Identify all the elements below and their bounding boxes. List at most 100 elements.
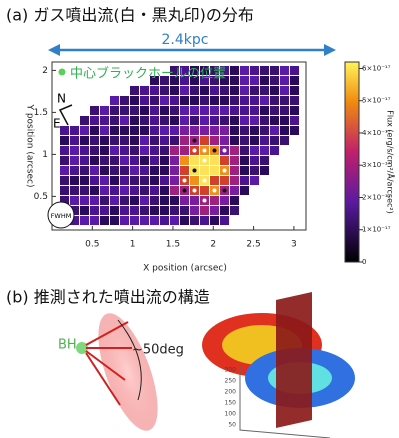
figure: (a) ガス噴出流(白・黒丸印)の分布 2.4kpc 中心ブラックホールの位置 … bbox=[0, 0, 399, 438]
heat-cell bbox=[170, 156, 179, 165]
colorbar-tick-label: 3×10⁻¹⁷ bbox=[362, 161, 391, 169]
heat-cell bbox=[290, 86, 299, 95]
model-tick-label: 250 bbox=[225, 378, 237, 385]
heat-cell bbox=[190, 116, 199, 125]
heat-cell bbox=[90, 166, 99, 175]
heat-cell bbox=[250, 126, 259, 135]
x-tick-label: 0.5 bbox=[85, 240, 99, 250]
heat-cell bbox=[180, 116, 189, 125]
heat-cell bbox=[250, 146, 259, 155]
heat-cell bbox=[230, 196, 239, 205]
outflow-dot bbox=[223, 189, 227, 193]
heat-cell bbox=[60, 186, 69, 195]
heat-cell bbox=[60, 176, 69, 185]
heat-cell bbox=[260, 76, 269, 85]
heat-cell bbox=[170, 206, 179, 215]
heat-cell bbox=[110, 126, 119, 135]
heat-cell bbox=[240, 186, 249, 195]
model-plane bbox=[276, 292, 312, 428]
heat-cell bbox=[150, 146, 159, 155]
heat-cell bbox=[270, 76, 279, 85]
heat-cell bbox=[110, 136, 119, 145]
heat-cell bbox=[220, 176, 229, 185]
x-tick-label: 2.5 bbox=[246, 240, 260, 250]
heat-cell bbox=[180, 126, 189, 135]
heat-cell bbox=[120, 106, 129, 115]
heat-cell bbox=[260, 106, 269, 115]
heat-cell bbox=[260, 166, 269, 175]
heat-cell bbox=[290, 66, 299, 75]
heat-cell bbox=[110, 186, 119, 195]
heat-cell bbox=[250, 116, 259, 125]
heat-cell bbox=[280, 116, 289, 125]
heat-cell bbox=[120, 216, 129, 225]
heat-cell bbox=[160, 146, 169, 155]
heat-cell bbox=[120, 166, 129, 175]
heat-cell bbox=[280, 136, 289, 145]
outflow-dot bbox=[203, 149, 207, 153]
heat-cell bbox=[80, 206, 89, 215]
heat-cell bbox=[190, 216, 199, 225]
heat-cell bbox=[260, 116, 269, 125]
panel-b-title: (b) 推測された噴出流の構造 bbox=[6, 288, 210, 307]
heat-cell bbox=[250, 156, 259, 165]
heat-cell bbox=[280, 66, 289, 75]
arrow-head bbox=[324, 44, 336, 56]
heat-cell bbox=[120, 136, 129, 145]
heat-cell bbox=[180, 206, 189, 215]
heat-cell bbox=[240, 136, 249, 145]
heat-cell bbox=[90, 146, 99, 155]
heat-cell bbox=[200, 186, 209, 195]
model-tick-label: 100 bbox=[225, 411, 237, 418]
heat-cell bbox=[160, 86, 169, 95]
heat-cell bbox=[230, 146, 239, 155]
heat-cell bbox=[90, 176, 99, 185]
heat-cell bbox=[70, 146, 79, 155]
heat-cell bbox=[130, 126, 139, 135]
heat-cell bbox=[160, 206, 169, 215]
heat-cell bbox=[170, 116, 179, 125]
heat-cell bbox=[290, 76, 299, 85]
heat-cell bbox=[90, 196, 99, 205]
heat-cell bbox=[110, 216, 119, 225]
heat-cell bbox=[220, 196, 229, 205]
colorbar-tick-label: 2×10⁻¹⁷ bbox=[362, 193, 391, 201]
heat-cell bbox=[110, 166, 119, 175]
heat-cell bbox=[90, 136, 99, 145]
heat-cell bbox=[110, 106, 119, 115]
heat-cell bbox=[250, 86, 259, 95]
heat-cell bbox=[230, 166, 239, 175]
heat-cell bbox=[180, 156, 189, 165]
heat-cell bbox=[240, 106, 249, 115]
heat-cell bbox=[150, 206, 159, 215]
heat-cell bbox=[200, 106, 209, 115]
heat-cell bbox=[200, 126, 209, 135]
heat-cell bbox=[160, 126, 169, 135]
heat-cell bbox=[230, 156, 239, 165]
heat-cell bbox=[150, 196, 159, 205]
heat-cell bbox=[210, 106, 219, 115]
heat-cell bbox=[130, 146, 139, 155]
heat-cell bbox=[110, 116, 119, 125]
heat-cell bbox=[190, 86, 199, 95]
outflow-dot bbox=[203, 179, 207, 183]
heat-cell bbox=[210, 216, 219, 225]
heat-cell bbox=[120, 146, 129, 155]
y-tick-label: 1.5 bbox=[34, 108, 48, 118]
heat-cell bbox=[210, 86, 219, 95]
colorbar-tick-label: 5×10⁻¹⁷ bbox=[362, 97, 391, 105]
heat-cell bbox=[280, 76, 289, 85]
heat-cell bbox=[150, 86, 159, 95]
heat-cell bbox=[240, 156, 249, 165]
heat-cell bbox=[80, 146, 89, 155]
heat-cell bbox=[290, 116, 299, 125]
heat-cell bbox=[80, 126, 89, 135]
heat-cell bbox=[130, 106, 139, 115]
heat-cell bbox=[120, 116, 129, 125]
x-tick-label: 1.5 bbox=[166, 240, 180, 250]
heat-cell bbox=[260, 146, 269, 155]
heat-cell bbox=[210, 136, 219, 145]
colorbar bbox=[345, 62, 359, 262]
heat-cell bbox=[90, 216, 99, 225]
heat-cell bbox=[160, 166, 169, 175]
